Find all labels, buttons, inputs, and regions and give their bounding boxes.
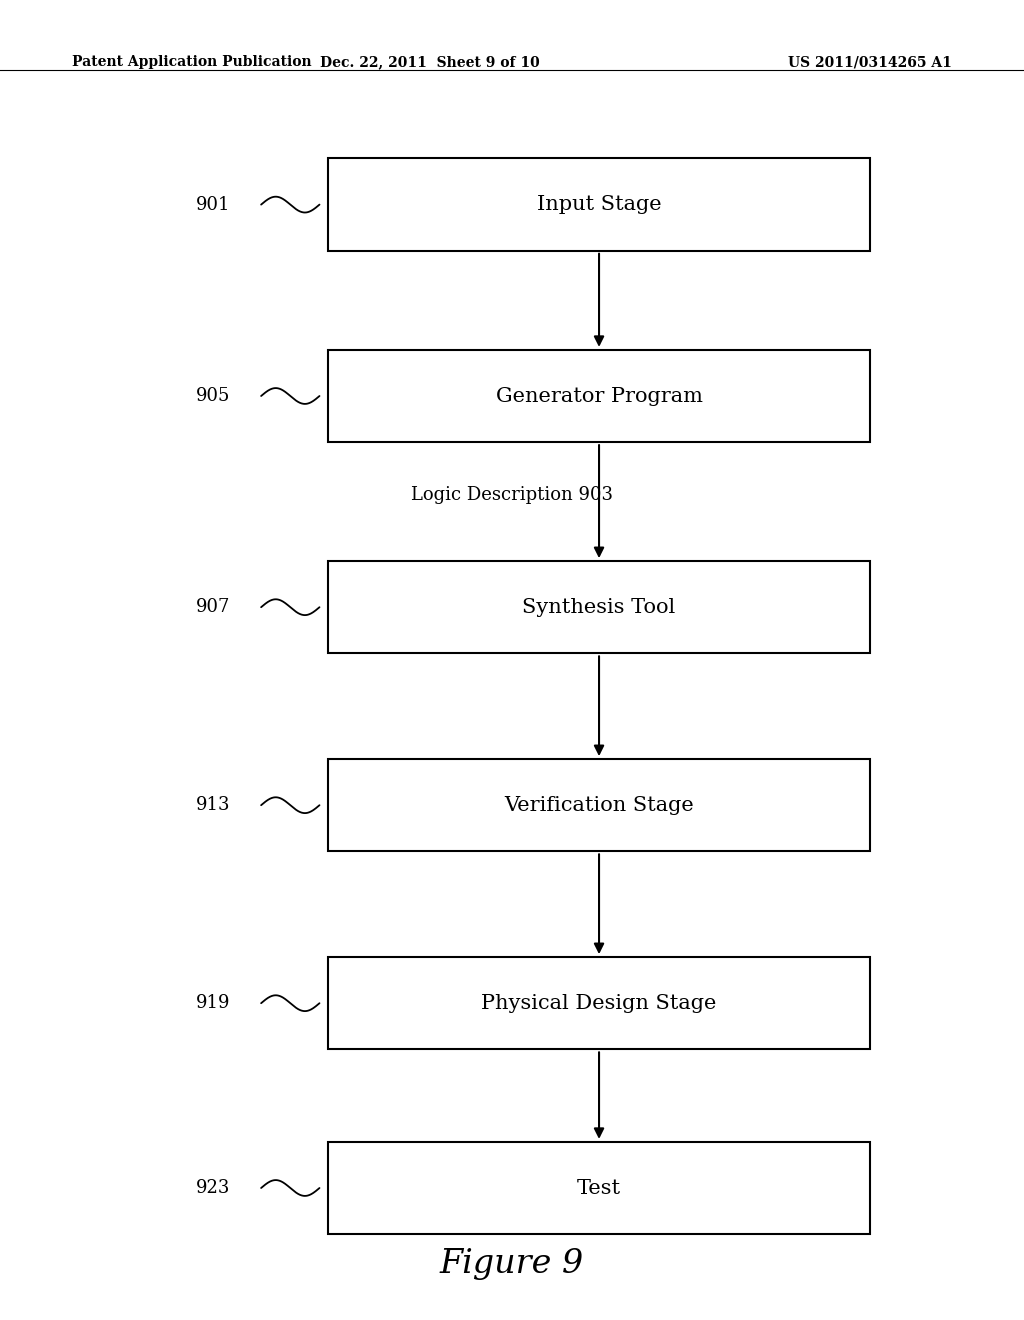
Text: 919: 919 [196,994,230,1012]
Text: Verification Stage: Verification Stage [504,796,694,814]
Text: Dec. 22, 2011  Sheet 9 of 10: Dec. 22, 2011 Sheet 9 of 10 [321,55,540,70]
Text: 923: 923 [196,1179,230,1197]
Text: 905: 905 [196,387,230,405]
Text: 907: 907 [196,598,230,616]
Text: Figure 9: Figure 9 [440,1249,584,1280]
Text: Logic Description 903: Logic Description 903 [411,486,613,504]
Bar [328,957,870,1049]
Bar [328,1142,870,1234]
Text: Synthesis Tool: Synthesis Tool [522,598,676,616]
Text: Patent Application Publication: Patent Application Publication [72,55,311,70]
Text: US 2011/0314265 A1: US 2011/0314265 A1 [788,55,952,70]
Bar [328,561,870,653]
Text: Physical Design Stage: Physical Design Stage [481,994,717,1012]
Text: 913: 913 [196,796,230,814]
Text: Test: Test [577,1179,622,1197]
Bar [328,158,870,251]
Bar [328,350,870,442]
Text: Input Stage: Input Stage [537,195,662,214]
Text: 901: 901 [196,195,230,214]
Text: Generator Program: Generator Program [496,387,702,405]
Bar [328,759,870,851]
